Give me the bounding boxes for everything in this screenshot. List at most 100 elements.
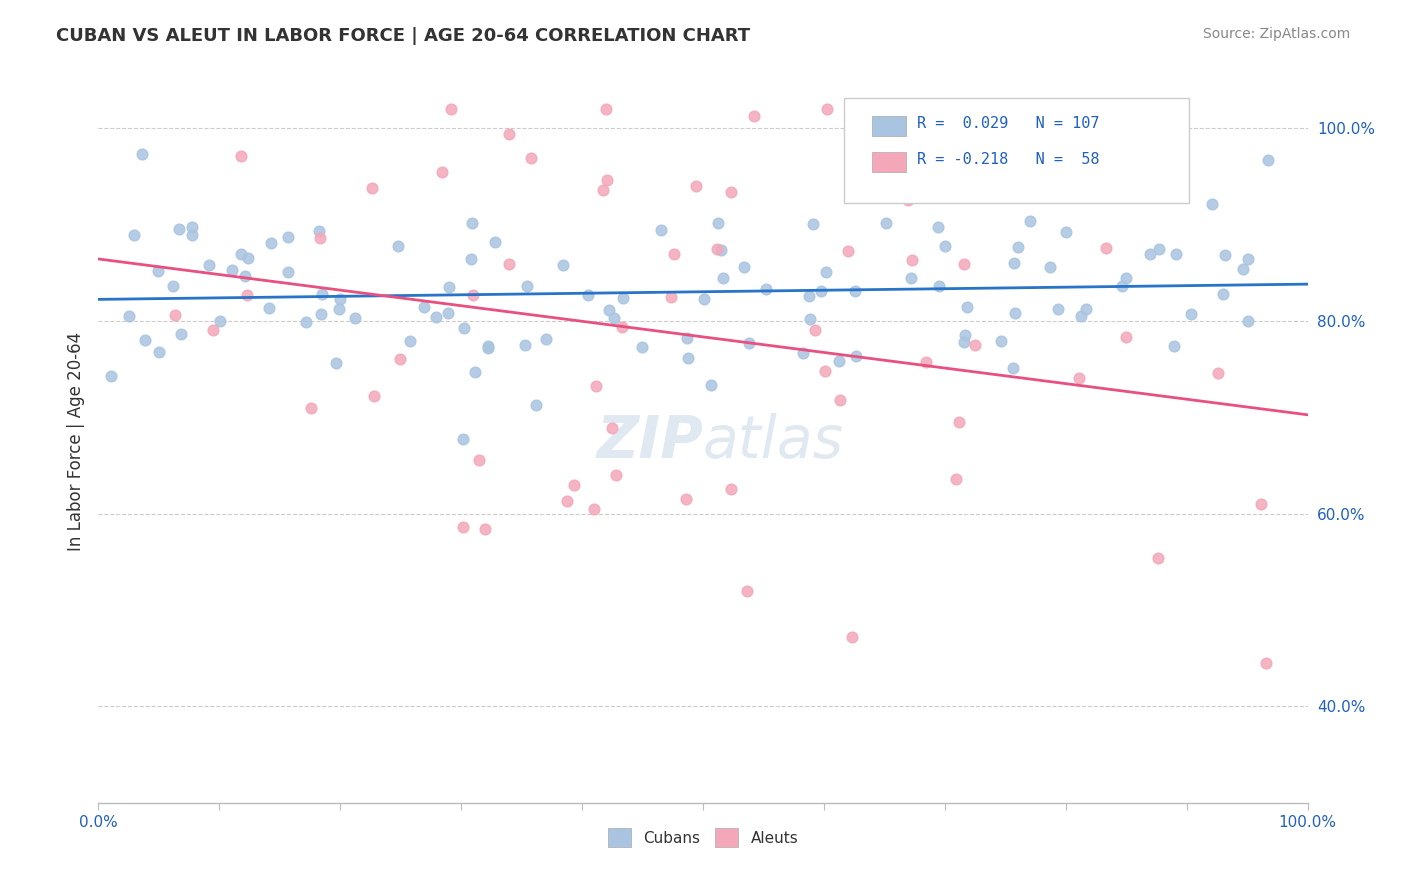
Point [277,265,299,279]
Point [464,365,486,379]
Point [901,252,924,267]
Point [461,216,484,230]
Point [1115,271,1137,285]
Point [706,242,728,256]
Point [841,630,863,644]
Point [814,265,837,279]
Point [308,231,330,245]
Point [1067,370,1090,384]
Point [437,279,460,293]
Point [1146,550,1168,565]
Point [202,323,225,337]
Point [555,494,578,508]
Point [1054,225,1077,239]
Point [828,393,851,408]
Point [844,284,866,298]
Point [148,344,170,359]
Point [605,468,627,483]
Point [744,109,766,123]
Point [325,356,347,370]
Point [582,502,605,516]
Point [804,323,827,337]
Point [118,309,141,323]
Point [948,415,970,429]
Point [963,337,986,351]
Point [1111,278,1133,293]
Point [277,230,299,244]
Point [1163,339,1185,353]
Point [524,398,547,412]
Point [1232,262,1254,277]
Point [631,340,654,354]
Text: atlas: atlas [703,413,844,470]
Point [685,178,707,193]
Point [1002,361,1025,376]
Point [1046,301,1069,316]
Point [329,293,352,307]
Point [460,252,482,266]
Point [914,355,936,369]
Point [474,522,496,536]
Text: ZIP: ZIP [596,413,703,470]
Point [733,260,755,275]
Point [1257,153,1279,167]
FancyBboxPatch shape [845,98,1189,203]
Point [363,389,385,403]
Point [425,310,447,324]
Point [814,364,837,378]
Point [706,216,728,230]
Point [897,193,920,207]
Point [810,284,832,298]
Point [956,300,979,314]
Point [328,302,350,317]
Point [720,482,742,496]
Point [1256,656,1278,670]
Point [430,165,453,179]
Point [1115,330,1137,344]
Point [953,256,976,270]
Point [162,278,184,293]
Point [678,351,700,365]
Point [440,102,463,116]
Point [934,239,956,253]
Point [1139,247,1161,261]
Point [163,308,186,322]
Point [467,453,489,467]
Point [828,353,851,368]
Point [513,337,536,351]
Point [388,351,411,366]
Point [1206,367,1229,381]
Point [343,310,366,325]
Point [661,290,683,304]
Point [815,102,838,116]
Point [294,314,316,328]
Point [1236,313,1258,327]
Point [711,271,734,285]
Text: R =  0.029   N = 107: R = 0.029 N = 107 [917,116,1099,131]
Point [461,288,484,302]
Point [516,278,538,293]
Point [610,319,633,334]
Point [1074,301,1097,316]
Point [208,314,231,328]
Point [662,247,685,261]
Point [612,291,634,305]
Text: Source: ZipAtlas.com: Source: ZipAtlas.com [1202,27,1350,41]
Point [451,432,474,446]
Point [309,307,332,321]
Point [311,287,333,301]
Point [387,239,409,253]
FancyBboxPatch shape [872,116,905,136]
Point [238,251,260,265]
Point [477,342,499,356]
Point [100,368,122,383]
Point [596,172,619,186]
Point [451,520,474,534]
Point [585,379,607,393]
Point [801,217,824,231]
Point [181,219,204,234]
Point [602,311,624,326]
Point [875,216,897,230]
Point [169,222,191,236]
Point [520,151,543,165]
